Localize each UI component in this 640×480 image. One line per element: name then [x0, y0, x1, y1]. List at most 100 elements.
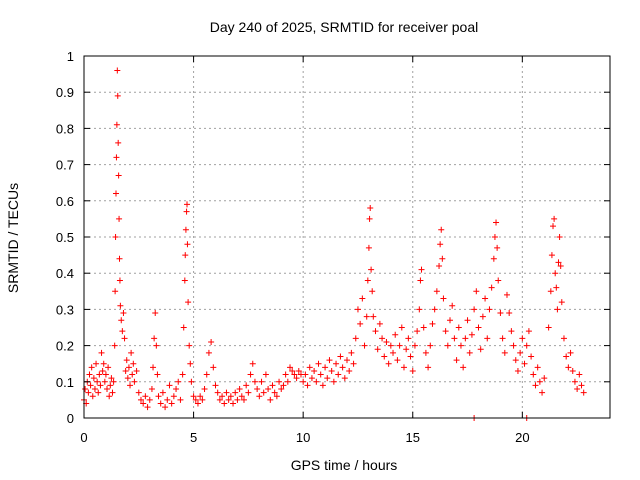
data-point — [400, 364, 407, 371]
data-point — [291, 371, 298, 378]
data-point — [534, 364, 541, 371]
data-point — [205, 349, 212, 356]
data-point — [271, 389, 278, 396]
data-point — [144, 404, 151, 411]
data-point — [102, 371, 109, 378]
data-point — [429, 320, 436, 327]
data-point — [433, 288, 440, 295]
data-point — [91, 386, 98, 393]
data-point — [455, 324, 462, 331]
data-point — [365, 244, 372, 251]
y-tick-label: 0.6 — [56, 194, 74, 209]
data-point — [153, 342, 160, 349]
data-point — [453, 357, 460, 364]
y-tick-label: 0.9 — [56, 85, 74, 100]
data-point — [114, 67, 121, 74]
data-point — [216, 396, 223, 403]
data-point — [125, 364, 132, 371]
data-point — [411, 342, 418, 349]
data-point — [105, 364, 112, 371]
data-point — [370, 313, 377, 320]
data-point — [565, 364, 572, 371]
data-point — [119, 328, 126, 335]
data-point — [539, 389, 546, 396]
data-point — [363, 313, 370, 320]
data-point — [177, 396, 184, 403]
data-point — [536, 378, 543, 385]
data-point — [548, 252, 555, 259]
data-point — [449, 302, 456, 309]
data-point — [262, 371, 269, 378]
y-tick-label: 0.4 — [56, 266, 74, 281]
data-point — [96, 371, 103, 378]
data-point — [409, 367, 416, 374]
data-point — [99, 367, 106, 374]
data-point — [383, 338, 390, 345]
data-point — [422, 349, 429, 356]
data-point — [328, 367, 335, 374]
data-point — [503, 291, 510, 298]
data-point — [186, 342, 193, 349]
data-point — [123, 357, 130, 364]
data-point — [359, 295, 366, 302]
data-point — [315, 360, 322, 367]
data-point — [122, 367, 129, 374]
data-point — [550, 223, 557, 230]
data-point — [376, 320, 383, 327]
data-point — [308, 375, 315, 382]
data-point — [324, 375, 331, 382]
data-point — [374, 346, 381, 353]
data-point — [368, 266, 375, 273]
data-point — [396, 342, 403, 349]
data-point — [551, 215, 558, 222]
data-point — [484, 335, 491, 342]
x-tick-label: 0 — [80, 430, 87, 445]
data-point — [304, 382, 311, 389]
data-point — [287, 364, 294, 371]
data-point — [265, 386, 272, 393]
data-point — [278, 386, 285, 393]
data-point — [276, 378, 283, 385]
data-point — [560, 335, 567, 342]
y-tick-label: 0.8 — [56, 121, 74, 136]
data-point — [352, 335, 359, 342]
data-point — [367, 205, 374, 212]
data-point — [185, 299, 192, 306]
data-point — [497, 310, 504, 317]
data-point — [418, 266, 425, 273]
data-point — [225, 396, 232, 403]
data-point — [89, 393, 96, 400]
data-point — [366, 215, 373, 222]
data-point — [390, 349, 397, 356]
data-point — [245, 389, 252, 396]
x-tick-label: 20 — [515, 430, 529, 445]
data-point — [234, 396, 241, 403]
data-point — [111, 342, 118, 349]
data-point — [558, 299, 565, 306]
x-tick-label: 15 — [406, 430, 420, 445]
data-point — [190, 393, 197, 400]
data-point — [260, 389, 267, 396]
data-point — [267, 396, 274, 403]
data-point — [82, 386, 89, 393]
data-point — [107, 382, 114, 389]
data-point — [187, 360, 194, 367]
data-point — [350, 360, 357, 367]
data-point — [517, 349, 524, 356]
data-point — [284, 378, 291, 385]
data-point — [447, 317, 454, 324]
data-point — [150, 364, 157, 371]
data-point — [488, 284, 495, 291]
data-point — [293, 375, 300, 382]
data-point — [151, 335, 158, 342]
data-point — [152, 310, 159, 317]
data-point — [427, 342, 434, 349]
data-point — [121, 335, 128, 342]
y-tick-label: 1 — [67, 49, 74, 64]
data-point — [437, 241, 444, 248]
data-point — [556, 234, 563, 240]
data-point — [93, 360, 100, 367]
data-point — [444, 342, 451, 349]
